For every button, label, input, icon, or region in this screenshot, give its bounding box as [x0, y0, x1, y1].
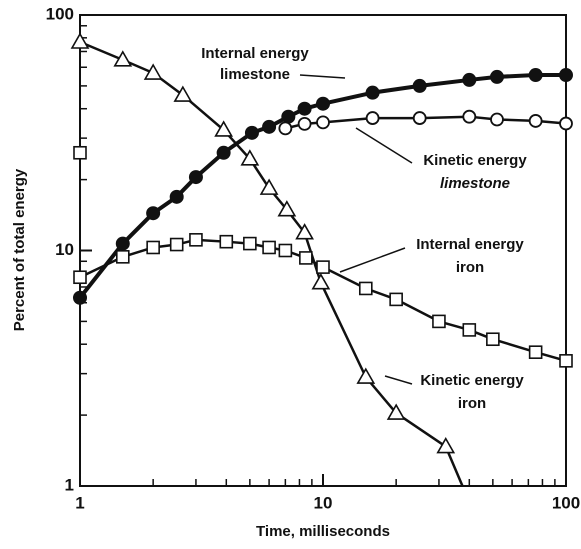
- point: [297, 116, 312, 131]
- point: [169, 189, 184, 204]
- point: [244, 125, 259, 140]
- point: [146, 240, 160, 255]
- y-tick-label: 10: [55, 240, 74, 259]
- point: [115, 236, 130, 251]
- point: [240, 149, 260, 166]
- annotation: Internal energy: [201, 45, 309, 62]
- point: [486, 332, 500, 347]
- point: [278, 243, 293, 258]
- point: [70, 32, 90, 49]
- point: [115, 250, 130, 264]
- point: [412, 111, 427, 125]
- point: [281, 109, 296, 124]
- x-axis-label: Time, milliseconds: [256, 523, 390, 540]
- point: [462, 109, 477, 124]
- annotation: iron: [456, 259, 484, 276]
- point: [365, 85, 380, 100]
- point: [489, 69, 504, 84]
- annotation: Kinetic energy: [420, 372, 524, 389]
- point: [278, 121, 293, 136]
- point: [277, 200, 297, 217]
- point: [262, 119, 277, 134]
- point: [169, 237, 184, 252]
- point: [73, 145, 87, 160]
- point: [528, 68, 543, 83]
- point: [262, 240, 276, 255]
- leader-line: [355, 127, 413, 164]
- point: [559, 354, 573, 368]
- point: [389, 292, 403, 307]
- point: [365, 111, 380, 125]
- point: [528, 114, 543, 128]
- point: [356, 367, 376, 384]
- point: [436, 436, 456, 454]
- leader-line: [384, 375, 413, 385]
- point: [173, 85, 193, 102]
- point: [462, 323, 477, 337]
- point: [259, 178, 279, 195]
- point: [462, 72, 477, 87]
- point: [214, 120, 234, 137]
- point: [219, 234, 234, 249]
- point: [295, 223, 314, 240]
- x-tick-label: 10: [314, 493, 333, 512]
- annotation: Kinetic energy: [423, 152, 527, 169]
- point: [316, 96, 330, 111]
- y-tick-label: 1: [65, 475, 74, 494]
- y-tick-label: 100: [46, 4, 74, 23]
- point: [386, 403, 406, 420]
- point: [412, 78, 427, 93]
- point: [358, 281, 373, 296]
- point: [490, 112, 504, 127]
- point: [73, 290, 87, 305]
- point: [188, 170, 203, 185]
- point: [432, 314, 446, 329]
- point: [146, 206, 161, 221]
- leader-line: [299, 74, 346, 79]
- point: [243, 236, 257, 251]
- point: [73, 270, 87, 285]
- annotation: limestone: [220, 66, 290, 83]
- point: [143, 63, 163, 80]
- point: [528, 345, 543, 359]
- x-tick-label: 100: [552, 493, 580, 512]
- point: [299, 251, 313, 265]
- point: [559, 116, 573, 131]
- annotation: Internal energy: [416, 236, 524, 253]
- annotation: iron: [458, 395, 486, 412]
- annotation: limestone: [440, 175, 510, 192]
- point: [113, 50, 133, 67]
- point: [311, 273, 331, 290]
- y-axis-label: Percent of total energy: [11, 168, 28, 331]
- point: [316, 115, 330, 130]
- point: [316, 260, 330, 274]
- point: [559, 68, 573, 83]
- point: [216, 145, 231, 160]
- x-tick-label: 1: [75, 493, 84, 512]
- leader-line: [339, 247, 406, 273]
- point: [189, 233, 203, 247]
- point: [297, 101, 312, 116]
